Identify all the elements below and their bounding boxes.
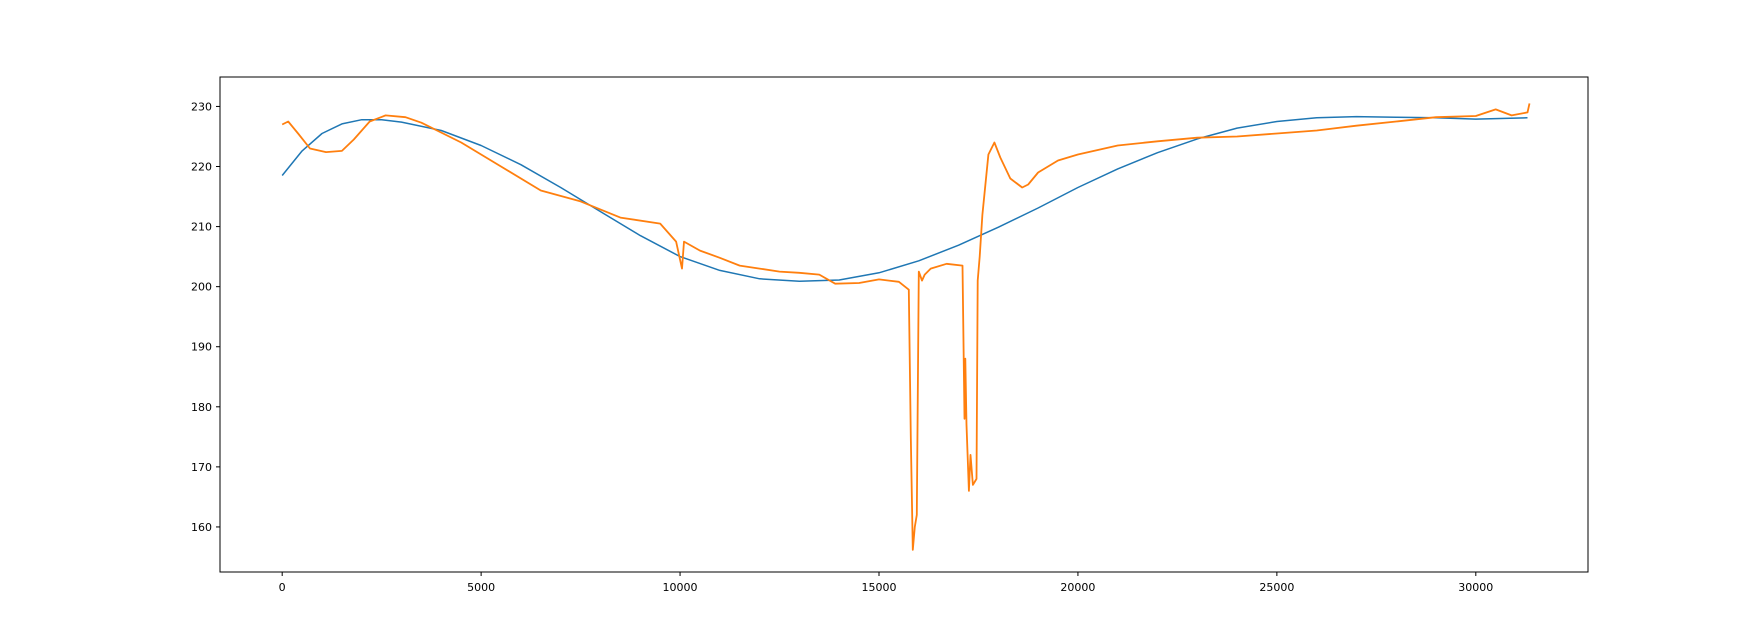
x-tick-label: 0	[279, 581, 286, 594]
plot-frame	[219, 76, 1589, 573]
y-tick-label: 190	[191, 341, 212, 354]
series-line-1	[281, 115, 1528, 282]
x-tick-label: 20000	[1060, 581, 1095, 594]
x-tick-label: 15000	[861, 581, 896, 594]
y-tick-label: 210	[191, 221, 212, 234]
y-tick-label: 230	[191, 100, 212, 113]
y-tick-label: 180	[191, 401, 212, 414]
x-tick-label: 5000	[467, 581, 495, 594]
y-tick-label: 200	[191, 281, 212, 294]
y-tick-label: 170	[191, 461, 212, 474]
series-layer	[281, 103, 1531, 551]
y-tick-label: 220	[191, 161, 212, 174]
y-tick-label: 160	[191, 521, 212, 534]
y-axis-ticks: 160 170 180 190 200 210 220 230	[191, 100, 220, 534]
x-tick-label: 10000	[663, 581, 698, 594]
x-tick-label: 30000	[1458, 581, 1493, 594]
series-line-2	[281, 103, 1531, 551]
x-tick-label: 25000	[1259, 581, 1294, 594]
x-axis-ticks: 0 5000 10000 15000 20000 25000 30000	[279, 572, 1493, 594]
